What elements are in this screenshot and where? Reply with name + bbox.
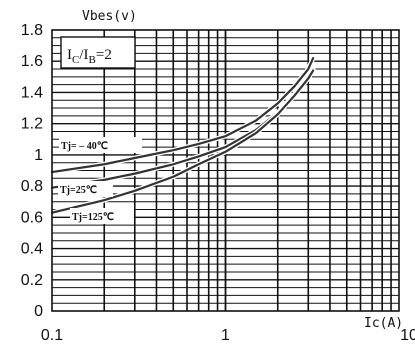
y-tick-label: 1.4 (21, 84, 43, 101)
plot-frame (51, 29, 400, 312)
legend-layer: IC/IB=2 Tj= – 40℃ Tj=25℃ Tj=125℃ (58, 36, 142, 224)
y-tick-label: 0.2 (21, 272, 43, 289)
y-tick-label: 1.2 (21, 116, 43, 133)
curve-label: Tj=25℃ (60, 185, 97, 196)
chart-grid (52, 30, 399, 311)
y-tick-label: 0.4 (21, 241, 43, 258)
x-tick-label: 0.1 (41, 327, 63, 344)
y-tick-label: 0 (34, 303, 43, 320)
y-tick-label: 1.8 (21, 22, 43, 39)
y-tick-label: 0.8 (21, 178, 43, 195)
curve-label-background (58, 181, 113, 197)
curve-label-background (59, 137, 142, 153)
series-line (50, 57, 315, 174)
labels-layer: Vbes(v) Ic(A) (82, 9, 403, 331)
curve-label-background (70, 208, 134, 224)
y-axis-title: Vbes(v) (82, 9, 137, 24)
y-tick-label: 1 (34, 147, 43, 164)
axes-layer (51, 29, 400, 312)
curve-label: Tj= – 40℃ (61, 141, 108, 152)
series-line (50, 69, 315, 214)
ticks-layer: 0 0.2 0.4 0.6 0.8 1 1.2 1.4 1.6 1.8 0.1 1 10 (21, 22, 415, 344)
y-tick-label: 0.6 (21, 209, 43, 226)
series-layer (49, 55, 316, 216)
condition-label: IC/IB=2 (67, 47, 112, 66)
condition-box (60, 36, 136, 69)
x-tick-label: 1 (221, 327, 230, 344)
curve-label: Tj=125℃ (72, 212, 114, 223)
x-axis-title: Ic(A) (364, 316, 403, 331)
x-tick-label: 10 (400, 327, 415, 344)
y-tick-label: 1.6 (21, 53, 43, 70)
